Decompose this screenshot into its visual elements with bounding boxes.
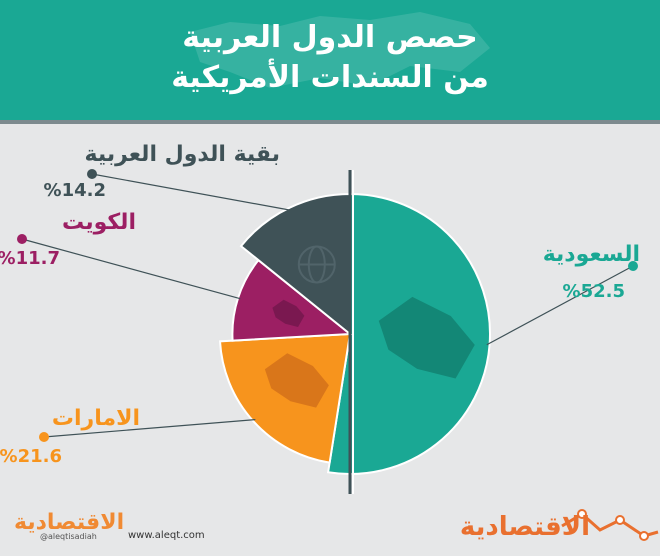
- pie-slice-others: [239, 192, 351, 337]
- chart-panel: السعودية %52.5 الامارات %21.6 الكويت %11…: [0, 124, 660, 496]
- pie-chart: [17, 169, 638, 494]
- leader-dot-others: [87, 169, 97, 179]
- slice-value-kuwait: %11.7: [0, 248, 60, 269]
- header-banner: حصص الدول العربية من السندات الأمريكية: [0, 0, 660, 120]
- leader-line-others: [91, 173, 291, 211]
- leader-dot-kuwait: [17, 234, 27, 244]
- slice-label-others: بقية الدول العربية: [84, 142, 281, 167]
- leader-line-kuwait: [21, 238, 241, 300]
- website-link: www.aleqt.com: [128, 530, 205, 541]
- leader-line-uae: [43, 418, 256, 438]
- social-handle: @aleqtisadiah: [40, 532, 97, 541]
- slice-label-kuwait: الكويت: [62, 210, 136, 235]
- uae-map-icon: [264, 353, 329, 408]
- pie-slice-uae: [218, 332, 352, 464]
- header-divider: [0, 120, 660, 124]
- arab-world-map-icon: [190, 12, 490, 88]
- slice-label-uae: الامارات: [51, 406, 140, 431]
- leader-dot-saudi: [628, 261, 638, 271]
- brand-logo-left: الاقتصادية: [14, 510, 125, 535]
- slice-label-saudi: السعودية: [542, 242, 640, 267]
- slice-value-saudi: %52.5: [562, 281, 625, 302]
- saudi-map-icon: [378, 296, 475, 379]
- leader-line-saudi: [486, 265, 634, 346]
- slice-value-others: %14.2: [43, 180, 106, 201]
- brand-logo-right: الاقتصادية: [459, 512, 590, 542]
- globe-icon: [297, 245, 336, 284]
- chart-title-line-1: حصص الدول العربية: [182, 20, 478, 55]
- kuwait-map-icon: [272, 299, 305, 328]
- trend-line-icon: [561, 509, 659, 541]
- slice-value-uae: %21.6: [0, 446, 62, 467]
- leader-dot-uae: [39, 432, 49, 442]
- chart-title-line-2: من السندات الأمريكية: [171, 60, 489, 95]
- footer: الاقتصادية الاقتصادية @aleqtisadiah www.…: [0, 496, 660, 556]
